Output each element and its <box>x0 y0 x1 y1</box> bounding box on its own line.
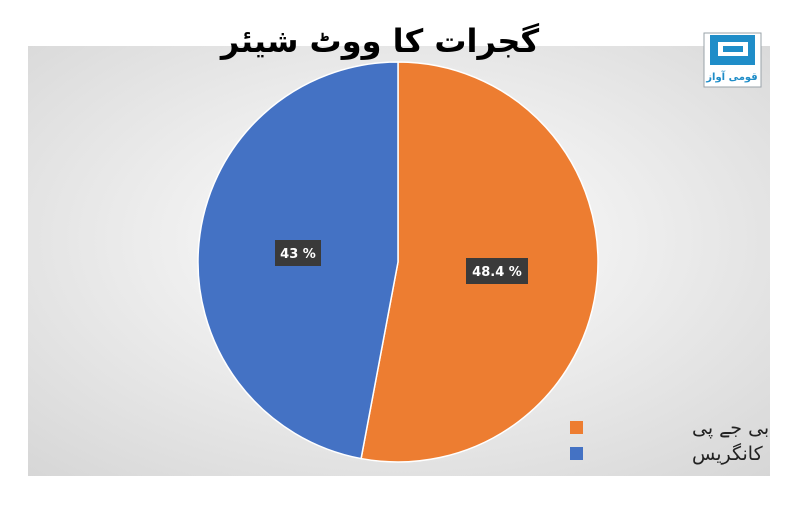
pie-slices <box>197 61 599 463</box>
data-label-1: 48.4 % <box>472 265 522 280</box>
data-label-box-1 <box>466 258 528 284</box>
data-label-2: 43 % <box>280 247 316 262</box>
data-labels: 48.4 % 43 % <box>275 240 528 284</box>
logo-text: قومی آواز <box>705 70 757 83</box>
legend-label-1: بی جے پی <box>692 417 769 439</box>
logo: قومی آواز <box>703 32 762 88</box>
legend: بی جے پی کانگریس <box>570 417 769 465</box>
chart-title: گجرات کا ووٹ شیئر <box>219 22 540 60</box>
legend-label-2: کانگریس <box>692 442 764 465</box>
data-label-box-2 <box>275 240 321 266</box>
legend-swatch-1 <box>570 421 583 434</box>
legend-swatch-2 <box>570 447 583 460</box>
